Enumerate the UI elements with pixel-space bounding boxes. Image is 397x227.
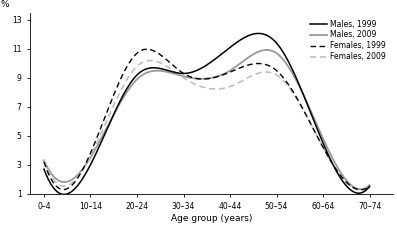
Y-axis label: %: % — [0, 0, 9, 9]
X-axis label: Age group (years): Age group (years) — [171, 214, 252, 223]
Legend: Males, 1999, Males, 2009, Females, 1999, Females, 2009: Males, 1999, Males, 2009, Females, 1999,… — [307, 17, 389, 64]
